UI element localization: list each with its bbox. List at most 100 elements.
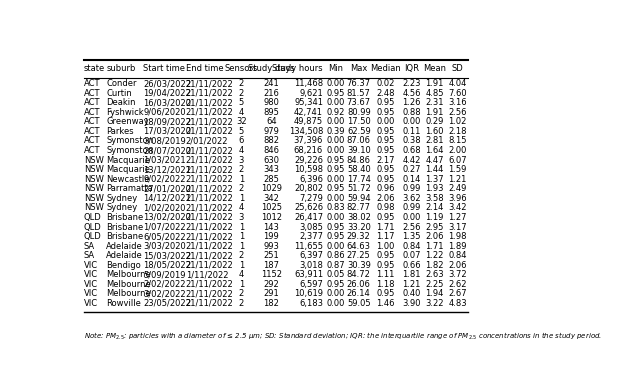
Text: 1.91: 1.91 <box>426 108 444 117</box>
Text: 0.98: 0.98 <box>376 203 395 213</box>
Text: 134,508: 134,508 <box>289 127 323 136</box>
Text: 1.21: 1.21 <box>448 175 467 184</box>
Text: Fyshwick: Fyshwick <box>106 108 144 117</box>
Text: ACT: ACT <box>84 146 100 155</box>
Text: 0.68: 0.68 <box>403 146 421 155</box>
Text: ACT: ACT <box>84 136 100 146</box>
Text: 13/02/2020: 13/02/2020 <box>143 213 191 222</box>
Text: 2: 2 <box>239 165 244 174</box>
Text: 292: 292 <box>263 280 279 289</box>
Text: 21/11/2022: 21/11/2022 <box>186 280 234 289</box>
Text: 17.74: 17.74 <box>347 175 371 184</box>
Text: 1.37: 1.37 <box>426 175 444 184</box>
Text: 0.00: 0.00 <box>326 213 345 222</box>
Text: 0.07: 0.07 <box>403 251 421 260</box>
Text: 1.91: 1.91 <box>426 79 444 88</box>
Text: 0.83: 0.83 <box>326 203 345 213</box>
Text: 11,655: 11,655 <box>294 242 323 251</box>
Text: 143: 143 <box>263 223 279 231</box>
Text: SA: SA <box>84 242 95 251</box>
Text: 1152: 1152 <box>260 270 282 279</box>
Text: 3.96: 3.96 <box>448 194 467 203</box>
Text: 1.60: 1.60 <box>426 127 444 136</box>
Text: QLD: QLD <box>84 223 102 231</box>
Text: QLD: QLD <box>84 232 102 241</box>
Text: Parkes: Parkes <box>106 127 134 136</box>
Text: 4.04: 4.04 <box>448 79 467 88</box>
Text: 2.56: 2.56 <box>403 223 421 231</box>
Text: 1: 1 <box>239 242 244 251</box>
Text: 2.17: 2.17 <box>376 156 395 165</box>
Text: 21/11/2022: 21/11/2022 <box>186 184 234 193</box>
Text: 3,085: 3,085 <box>299 223 323 231</box>
Text: 59.05: 59.05 <box>347 299 371 308</box>
Text: 21/11/2022: 21/11/2022 <box>186 127 234 136</box>
Text: QLD: QLD <box>84 213 102 222</box>
Text: 27/01/2020: 27/01/2020 <box>143 184 191 193</box>
Text: 21/11/2022: 21/11/2022 <box>186 165 234 174</box>
Text: 0.95: 0.95 <box>376 261 395 270</box>
Text: 26.06: 26.06 <box>347 280 371 289</box>
Text: 3.58: 3.58 <box>426 194 444 203</box>
Text: 0.95: 0.95 <box>326 184 345 193</box>
Text: 0.29: 0.29 <box>426 117 444 126</box>
Text: 0.00: 0.00 <box>326 299 345 308</box>
Text: 1.02: 1.02 <box>448 117 467 126</box>
Text: 2.23: 2.23 <box>403 79 421 88</box>
Text: 2: 2 <box>239 251 244 260</box>
Text: 1.44: 1.44 <box>426 165 444 174</box>
Text: 1: 1 <box>239 175 244 184</box>
Text: VIC: VIC <box>84 261 98 270</box>
Text: VIC: VIC <box>84 270 98 279</box>
Text: 2.48: 2.48 <box>376 89 395 98</box>
Text: 3.72: 3.72 <box>448 270 467 279</box>
Text: 21/11/2022: 21/11/2022 <box>186 290 234 298</box>
Text: 39.10: 39.10 <box>347 146 371 155</box>
Text: 76.37: 76.37 <box>347 79 371 88</box>
Text: 3/08/2019: 3/08/2019 <box>143 136 186 146</box>
Text: VIC: VIC <box>84 280 98 289</box>
Text: IQR: IQR <box>404 64 419 73</box>
Text: 87.06: 87.06 <box>347 136 371 146</box>
Text: 0.95: 0.95 <box>376 108 395 117</box>
Text: 6: 6 <box>239 136 244 146</box>
Text: 1: 1 <box>239 194 244 203</box>
Text: 21/11/2022: 21/11/2022 <box>186 98 234 107</box>
Text: ACT: ACT <box>84 127 100 136</box>
Text: 6,396: 6,396 <box>299 175 323 184</box>
Text: 0.27: 0.27 <box>403 165 421 174</box>
Text: 0.00: 0.00 <box>326 290 345 298</box>
Text: 14/12/2021: 14/12/2021 <box>143 194 191 203</box>
Text: NSW: NSW <box>84 175 104 184</box>
Text: 630: 630 <box>263 156 279 165</box>
Text: 1: 1 <box>239 261 244 270</box>
Text: 2.63: 2.63 <box>426 270 444 279</box>
Text: 3/02/2022: 3/02/2022 <box>143 290 186 298</box>
Text: 33.20: 33.20 <box>347 223 371 231</box>
Text: 27.25: 27.25 <box>347 251 371 260</box>
Text: 49,875: 49,875 <box>294 117 323 126</box>
Text: Parramatta: Parramatta <box>106 184 153 193</box>
Text: 0.99: 0.99 <box>403 184 420 193</box>
Text: 21/11/2022: 21/11/2022 <box>186 203 234 213</box>
Text: 0.38: 0.38 <box>403 136 421 146</box>
Text: 0.00: 0.00 <box>326 136 345 146</box>
Text: 0.00: 0.00 <box>326 79 345 88</box>
Text: 19/04/2022: 19/04/2022 <box>143 89 191 98</box>
Text: 1.89: 1.89 <box>448 242 467 251</box>
Text: Start time: Start time <box>143 64 186 73</box>
Text: 1.64: 1.64 <box>426 146 444 155</box>
Text: 5: 5 <box>239 127 244 136</box>
Text: Min: Min <box>328 64 343 73</box>
Text: Conder: Conder <box>106 79 137 88</box>
Text: suburb: suburb <box>106 64 136 73</box>
Text: 1.94: 1.94 <box>426 290 444 298</box>
Text: 2.67: 2.67 <box>448 290 467 298</box>
Text: 1.21: 1.21 <box>403 280 420 289</box>
Text: 0.84: 0.84 <box>403 242 421 251</box>
Text: 0.00: 0.00 <box>326 146 345 155</box>
Text: 3,018: 3,018 <box>299 261 323 270</box>
Text: 10,619: 10,619 <box>294 290 323 298</box>
Text: 5: 5 <box>239 98 244 107</box>
Text: 4.85: 4.85 <box>426 89 444 98</box>
